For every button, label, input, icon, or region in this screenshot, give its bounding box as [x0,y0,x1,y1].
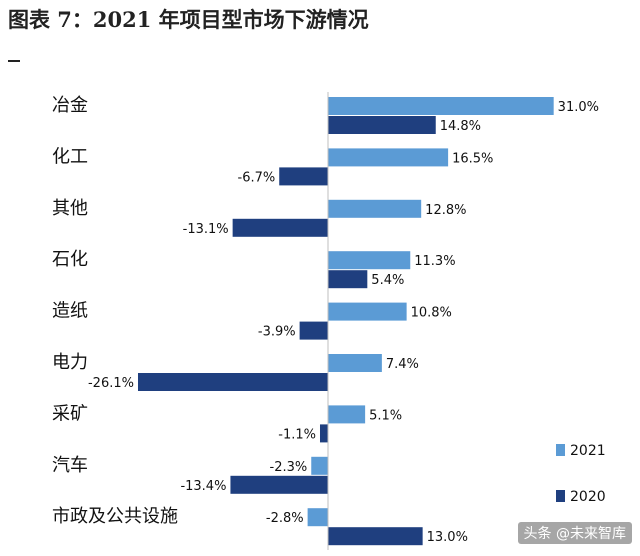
bar-2021 [328,302,407,321]
data-label-2020: -1.1% [278,427,316,442]
bar-2020 [232,218,328,237]
data-label-2020: -13.4% [180,479,226,494]
data-label-2021: 31.0% [558,100,599,115]
data-label-2021: 12.8% [425,203,466,218]
category-label: 市政及公共设施 [52,506,178,527]
data-label-2020: -26.1% [88,376,134,391]
bar-2020 [319,424,328,443]
bar-2020 [299,321,328,340]
data-label-2021: 10.8% [411,306,452,321]
bar-2021 [328,405,366,424]
bar-2021 [328,97,554,115]
bar-2021 [328,251,411,270]
data-label-2020: -13.1% [183,222,229,237]
bar-2020 [328,270,368,289]
labels-group: 冶金 31.0% 14.8% 化工 16.5% -6.7% 其他 12.8% -13.1% 石化 1… [52,95,599,545]
category-label: 石化 [52,249,88,270]
bar-2021 [328,199,422,218]
legend-swatch-2020 [556,490,565,502]
data-label-2020: 13.0% [427,530,468,545]
bar-2020 [279,167,328,186]
data-label-2021: -2.8% [266,511,304,526]
category-label: 冶金 [52,95,88,116]
legend-label-2020: 2020 [570,489,606,505]
legend: 2021 2020 [556,443,606,505]
data-label-2020: 5.4% [371,273,404,288]
bar-2020 [328,116,436,134]
category-label: 造纸 [52,301,88,322]
data-label-2021: 16.5% [452,151,493,166]
bar-2021 [328,354,382,372]
category-label: 电力 [52,352,88,373]
category-label: 采矿 [52,403,88,424]
data-label-2021: -2.3% [270,460,308,475]
data-label-2021: 5.1% [369,408,402,423]
data-label-2020: 14.8% [440,119,481,134]
watermark: 头条 @未来智库 [517,522,632,544]
bar-2020 [137,373,328,391]
chart-title: 图表 7：2021 年项目型市场下游情况 [8,7,369,32]
bar-2020 [230,475,328,494]
title-underline-mark [8,60,20,62]
bar-2020 [328,527,423,546]
legend-swatch-2021 [556,444,565,456]
category-label: 汽车 [52,455,88,476]
data-label-2021: 7.4% [386,357,419,372]
bar-2021 [311,456,328,475]
data-label-2020: -6.7% [238,170,276,185]
category-label: 化工 [52,146,88,167]
bar-2021 [328,148,449,167]
bar-2021 [307,508,328,527]
bars-group [137,97,554,546]
data-label-2021: 11.3% [414,254,455,269]
legend-label-2021: 2021 [570,443,606,459]
data-label-2020: -3.9% [258,325,296,340]
category-label: 其他 [52,198,88,219]
